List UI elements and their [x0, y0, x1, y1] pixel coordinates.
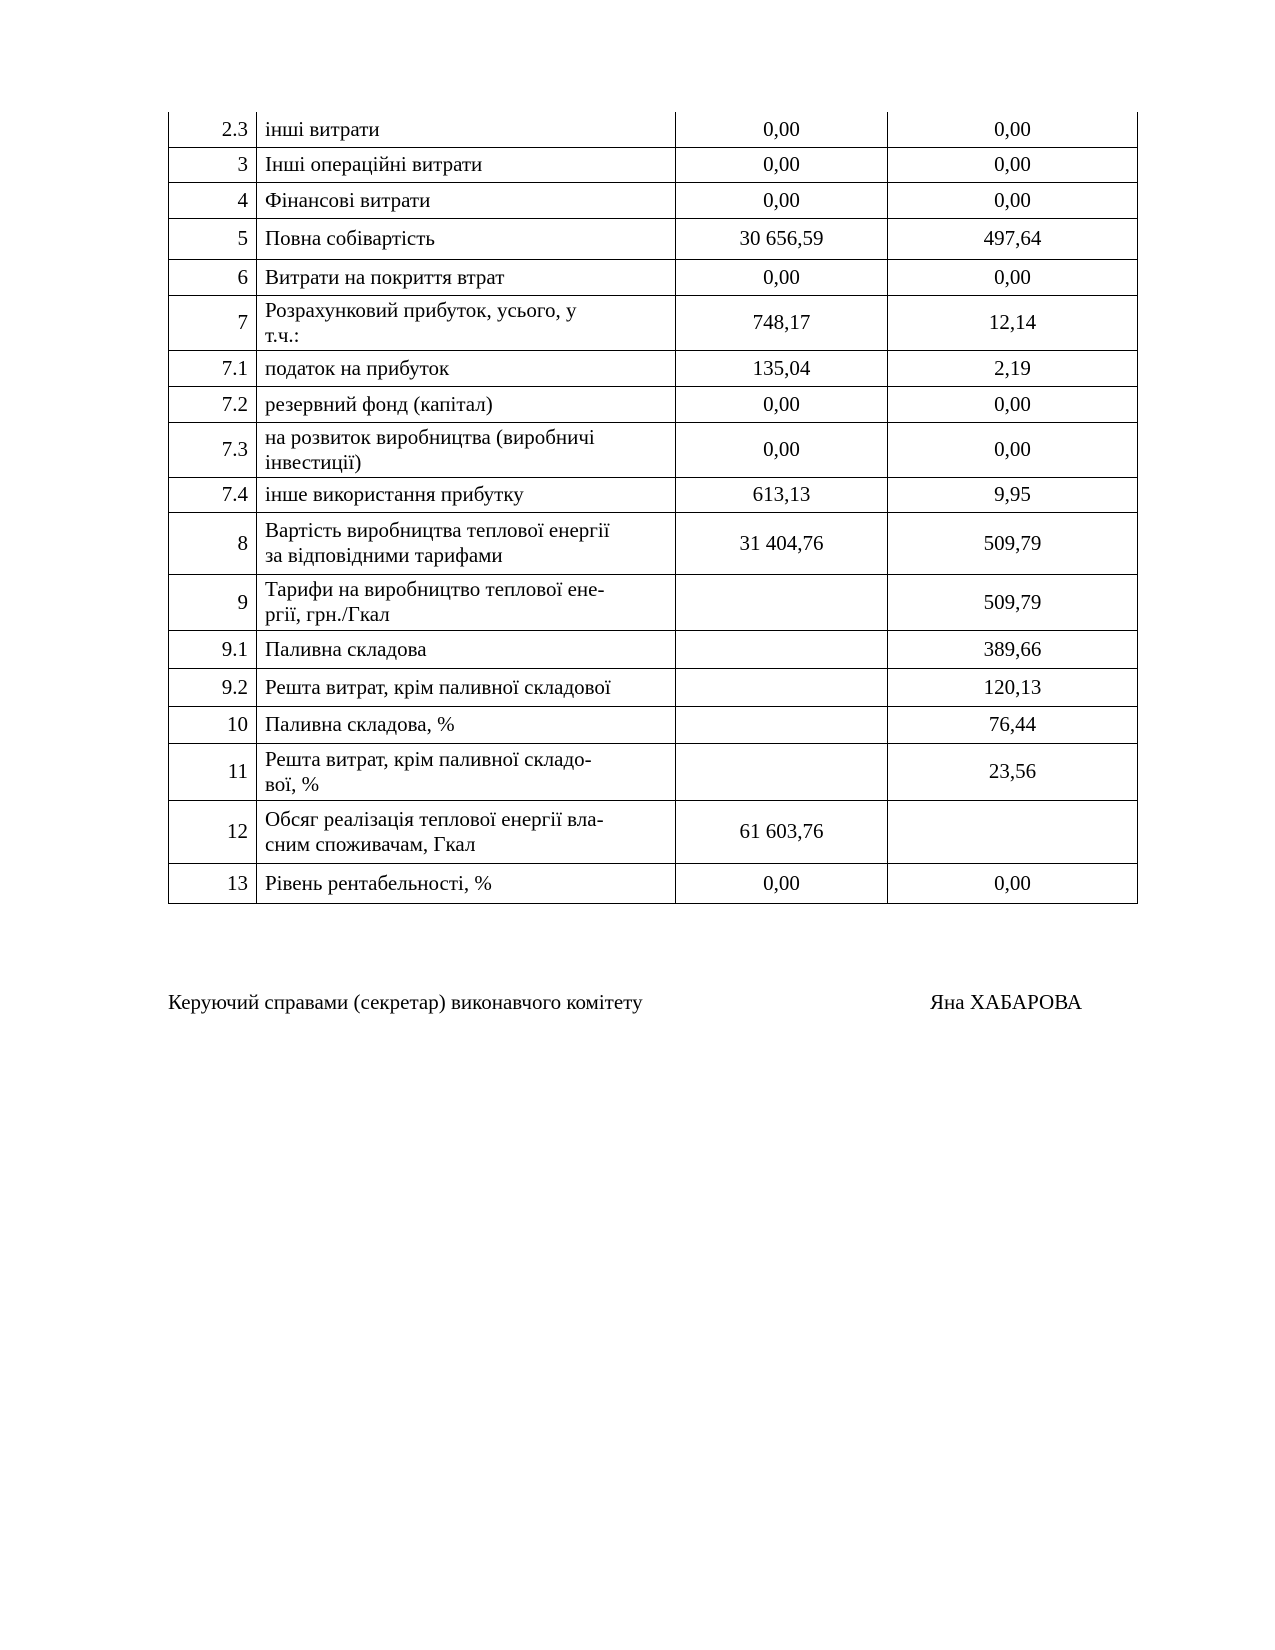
row-per-unit-value: 0,00 [887, 112, 1138, 148]
table-row: 5 Повна собівартість 30 656,59 497,64 [168, 217, 1138, 260]
row-total-value: 748,17 [675, 294, 888, 351]
table-row: 7 Розрахунковий прибуток, усього, у т.ч.:… [168, 294, 1138, 351]
table-row: 8 Вартість виробництва теплової енергії з… [168, 511, 1138, 575]
row-label: Витрати на покриття втрат [256, 258, 676, 296]
table-row: 7.2 резервний фонд (капітал) 0,00 0,00 [168, 385, 1138, 423]
row-number: 7.2 [168, 385, 257, 423]
row-number: 4 [168, 181, 257, 219]
table-row: 9 Тарифи на виробництво теплової ене- ргі… [168, 573, 1138, 631]
row-per-unit-value: 389,66 [887, 629, 1138, 669]
row-number: 7.3 [168, 421, 257, 478]
row-number: 9.2 [168, 667, 257, 707]
row-per-unit-value: 2,19 [887, 349, 1138, 387]
row-label: Повна собівартість [256, 217, 676, 260]
row-label: Обсяг реалізація теплової енергії вла- с… [256, 799, 676, 864]
row-total-value: 0,00 [675, 181, 888, 219]
row-total-value: 0,00 [675, 258, 888, 296]
table-row: 7.4 інше використання прибутку 613,13 9,95 [168, 476, 1138, 513]
row-number: 7.1 [168, 349, 257, 387]
row-label: Тарифи на виробництво теплової ене- ргії… [256, 573, 676, 631]
row-total-value [675, 705, 888, 744]
row-number: 13 [168, 862, 257, 904]
row-label: Вартість виробництва теплової енергії за… [256, 511, 676, 575]
table-row: 12 Обсяг реалізація теплової енергії вла-… [168, 799, 1138, 864]
row-label: Решта витрат, крім паливної складової [256, 667, 676, 707]
row-per-unit-value: 120,13 [887, 667, 1138, 707]
row-total-value: 61 603,76 [675, 799, 888, 864]
row-per-unit-value: 76,44 [887, 705, 1138, 744]
row-per-unit-value [887, 799, 1138, 864]
row-label: Інші операційні витрати [256, 146, 676, 183]
signatory-title: Керуючий справами (секретар) виконавчого… [168, 990, 643, 1014]
row-per-unit-value: 509,79 [887, 511, 1138, 575]
row-number: 5 [168, 217, 257, 260]
table-row: 13 Рівень рентабельності, % 0,00 0,00 [168, 862, 1138, 904]
row-label: Розрахунковий прибуток, усього, у т.ч.: [256, 294, 676, 351]
row-total-value: 0,00 [675, 146, 888, 183]
row-total-value: 0,00 [675, 112, 888, 148]
row-per-unit-value: 0,00 [887, 258, 1138, 296]
row-total-value [675, 667, 888, 707]
row-number: 3 [168, 146, 257, 183]
row-label: Решта витрат, крім паливної складо- вої,… [256, 742, 676, 801]
row-total-value: 613,13 [675, 476, 888, 513]
row-per-unit-value: 23,56 [887, 742, 1138, 801]
signatory-name: Яна ХАБАРОВА [930, 990, 1083, 1014]
row-number: 2.3 [168, 112, 257, 148]
row-label: інше використання прибутку [256, 476, 676, 513]
row-total-value: 30 656,59 [675, 217, 888, 260]
row-total-value: 31 404,76 [675, 511, 888, 575]
row-per-unit-value: 0,00 [887, 385, 1138, 423]
row-per-unit-value: 0,00 [887, 181, 1138, 219]
row-per-unit-value: 9,95 [887, 476, 1138, 513]
table-row: 2.3 інші витрати 0,00 0,00 [168, 112, 1138, 148]
table-row: 9.2 Решта витрат, крім паливної складової… [168, 667, 1138, 707]
row-per-unit-value: 497,64 [887, 217, 1138, 260]
table-row: 7.1 податок на прибуток 135,04 2,19 [168, 349, 1138, 387]
row-label: податок на прибуток [256, 349, 676, 387]
row-total-value: 135,04 [675, 349, 888, 387]
table-row: 3 Інші операційні витрати 0,00 0,00 [168, 146, 1138, 183]
row-number: 8 [168, 511, 257, 575]
row-label: резервний фонд (капітал) [256, 385, 676, 423]
row-total-value: 0,00 [675, 385, 888, 423]
table-row: 10 Паливна складова, % 76,44 [168, 705, 1138, 744]
cost-table: 2.3 інші витрати 0,00 0,00 3 Інші операційні … [168, 112, 1138, 904]
row-label: Рівень рентабельності, % [256, 862, 676, 904]
row-total-value [675, 573, 888, 631]
row-per-unit-value: 0,00 [887, 421, 1138, 478]
table-row: 7.3 на розвиток виробництва (виробничі ін… [168, 421, 1138, 478]
row-label: інші витрати [256, 112, 676, 148]
table-row: 11 Решта витрат, крім паливної складо- во… [168, 742, 1138, 801]
row-number: 6 [168, 258, 257, 296]
table-row: 9.1 Паливна складова 389,66 [168, 629, 1138, 669]
row-number: 11 [168, 742, 257, 801]
row-per-unit-value: 12,14 [887, 294, 1138, 351]
row-per-unit-value: 0,00 [887, 862, 1138, 904]
row-total-value [675, 629, 888, 669]
row-number: 12 [168, 799, 257, 864]
row-number: 9 [168, 573, 257, 631]
row-label: Фінансові витрати [256, 181, 676, 219]
row-label: Паливна складова, % [256, 705, 676, 744]
row-number: 7.4 [168, 476, 257, 513]
row-total-value: 0,00 [675, 421, 888, 478]
row-total-value: 0,00 [675, 862, 888, 904]
row-number: 9.1 [168, 629, 257, 669]
row-total-value [675, 742, 888, 801]
row-per-unit-value: 0,00 [887, 146, 1138, 183]
row-label: на розвиток виробництва (виробничі інвес… [256, 421, 676, 478]
table-row: 6 Витрати на покриття втрат 0,00 0,00 [168, 258, 1138, 296]
table-row: 4 Фінансові витрати 0,00 0,00 [168, 181, 1138, 219]
row-per-unit-value: 509,79 [887, 573, 1138, 631]
row-label: Паливна складова [256, 629, 676, 669]
row-number: 10 [168, 705, 257, 744]
row-number: 7 [168, 294, 257, 351]
